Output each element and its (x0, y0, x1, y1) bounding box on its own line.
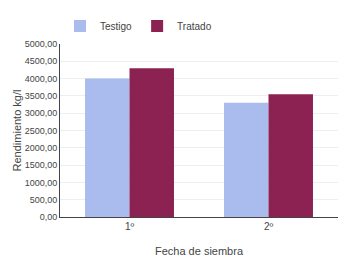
svg-text:500,00: 500,00 (30, 195, 58, 205)
svg-text:1000,00: 1000,00 (25, 178, 58, 188)
svg-text:2500,00: 2500,00 (25, 126, 58, 136)
svg-text:1500,00: 1500,00 (25, 160, 58, 170)
svg-text:1º: 1º (125, 221, 135, 232)
svg-text:Testigo: Testigo (100, 21, 132, 32)
svg-text:5000,00: 5000,00 (25, 39, 58, 49)
svg-text:2000,00: 2000,00 (25, 143, 58, 153)
svg-text:3000,00: 3000,00 (25, 108, 58, 118)
svg-text:0,00: 0,00 (40, 212, 58, 222)
svg-text:4500,00: 4500,00 (25, 56, 58, 66)
svg-text:4000,00: 4000,00 (25, 74, 58, 84)
svg-text:Fecha de siembra: Fecha de siembra (155, 245, 244, 257)
svg-text:3500,00: 3500,00 (25, 91, 58, 101)
svg-text:Tratado: Tratado (177, 21, 212, 32)
svg-text:Rendimiento kg/l: Rendimiento kg/l (11, 90, 23, 172)
svg-text:2º: 2º (264, 221, 274, 232)
